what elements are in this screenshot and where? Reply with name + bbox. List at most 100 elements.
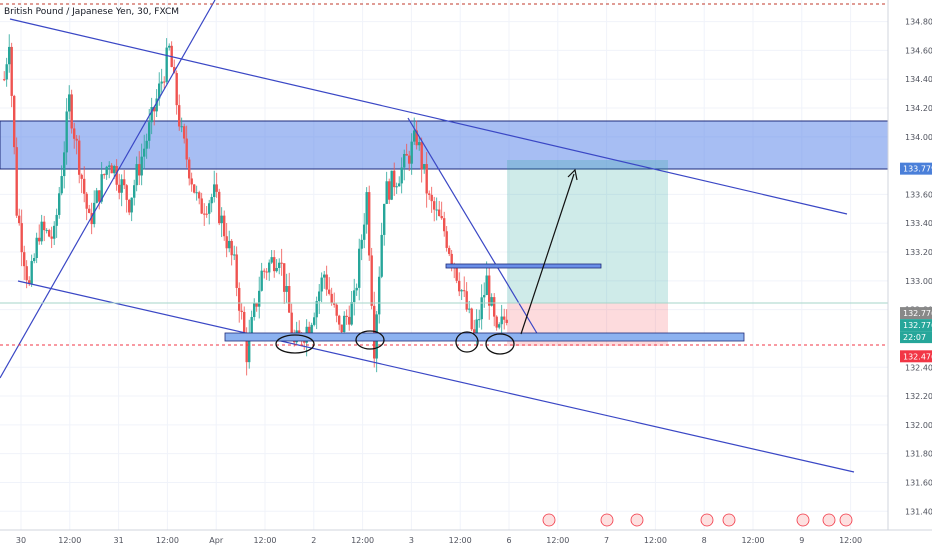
price-tick-label: 134.600	[905, 46, 932, 55]
candle-body	[268, 262, 271, 273]
candle-body	[238, 287, 241, 311]
candle-body	[50, 236, 53, 239]
candle-body	[335, 304, 338, 316]
time-tick-label: 12:00	[58, 536, 81, 545]
candle-body	[350, 302, 353, 325]
candle-body	[160, 81, 163, 84]
candle-body	[80, 174, 83, 179]
candle-body	[288, 286, 291, 313]
candle-body	[385, 181, 388, 204]
candle-body	[23, 252, 26, 267]
candle-body	[8, 46, 11, 65]
candle-body	[5, 64, 8, 80]
event-icon	[542, 513, 556, 527]
channel-upper-line[interactable]	[9, 18, 848, 215]
support-zone[interactable]	[224, 332, 745, 342]
event-icon	[600, 513, 614, 527]
candle-body	[55, 214, 58, 226]
candle-body	[495, 316, 498, 328]
candle-body	[273, 257, 276, 272]
minor-resistance-zone[interactable]	[445, 263, 602, 269]
candle-body	[78, 140, 81, 175]
candle-body	[228, 240, 231, 249]
candle-body	[433, 201, 436, 210]
candle-body	[233, 254, 236, 256]
candle-body	[208, 203, 211, 214]
candle-body	[128, 199, 131, 213]
candle-body	[165, 47, 168, 82]
candle-body	[365, 192, 368, 225]
candle-body	[205, 213, 208, 215]
candle-body	[435, 209, 438, 211]
candle-body	[60, 176, 63, 194]
candle-body	[390, 170, 393, 200]
candle-body	[398, 183, 401, 187]
candle-body	[123, 179, 126, 186]
candle-body	[403, 153, 406, 168]
candle-body	[253, 303, 256, 318]
time-tick-label: 12:00	[741, 536, 764, 545]
candle-body	[83, 178, 86, 194]
take-profit-zone[interactable]	[507, 160, 668, 303]
ascending-trendline[interactable]	[0, 0, 216, 379]
time-tick-label: 3	[409, 536, 414, 545]
candle-body	[345, 315, 348, 317]
candle-body	[70, 94, 73, 129]
time-tick-label: 6	[506, 536, 511, 545]
candle-body	[405, 153, 408, 156]
candle-body	[373, 305, 376, 359]
touch-circle-4[interactable]	[485, 333, 515, 355]
candle-body	[498, 324, 501, 328]
candle-body	[113, 166, 116, 174]
candle-body	[358, 248, 361, 288]
time-tick-label: 2	[311, 536, 316, 545]
price-tick-label: 134.000	[905, 133, 932, 142]
candle-body	[450, 253, 453, 265]
candle-body	[18, 215, 21, 224]
candle-body	[195, 192, 198, 194]
price-badge-label: 132.776	[903, 309, 932, 318]
candle-body	[140, 156, 143, 176]
candle-body	[333, 302, 336, 305]
candle-body	[180, 126, 183, 128]
candle-body	[185, 138, 188, 160]
time-tick-label: 12:00	[449, 536, 472, 545]
candle-body	[298, 330, 301, 334]
candle-body	[488, 275, 491, 306]
event-icon	[722, 513, 736, 527]
candle-body	[428, 193, 431, 195]
candle-body	[68, 94, 71, 112]
price-tick-label: 131.400	[905, 507, 932, 516]
candle-body	[258, 290, 261, 307]
resistance-zone[interactable]	[0, 120, 889, 170]
candle-body	[485, 275, 488, 296]
price-badges: 133.779 132.776 132.776 22:07 132.476	[900, 162, 932, 363]
candle-body	[478, 319, 481, 321]
touch-circle-1[interactable]	[275, 334, 315, 354]
time-tick-label: 12:00	[546, 536, 569, 545]
time-axis[interactable]: 30 12:00 31 12:00 Apr 12:00 2 12:00 3 12:00 6 12:00…	[16, 536, 862, 545]
price-tick-label: 132.400	[905, 363, 932, 372]
grid	[0, 0, 888, 530]
candle-body	[458, 280, 461, 292]
candle-body	[53, 225, 56, 239]
candle-body	[145, 140, 148, 149]
channel-lower-line[interactable]	[17, 280, 855, 473]
touch-circle-2[interactable]	[355, 330, 385, 350]
candle-body	[188, 159, 191, 179]
candle-body	[418, 142, 421, 146]
candle-body	[220, 215, 223, 224]
candle-body	[310, 324, 313, 335]
projection-arrow[interactable]	[520, 173, 575, 335]
touch-circle-3[interactable]	[455, 331, 479, 353]
candle-body	[133, 185, 136, 198]
event-markers	[542, 513, 853, 527]
time-tick-label: 8	[702, 536, 707, 545]
price-tick-label: 133.000	[905, 277, 932, 286]
candle-body	[63, 152, 66, 177]
candle-body	[283, 263, 286, 292]
candle-body	[213, 184, 216, 198]
price-tick-label: 131.800	[905, 450, 932, 459]
